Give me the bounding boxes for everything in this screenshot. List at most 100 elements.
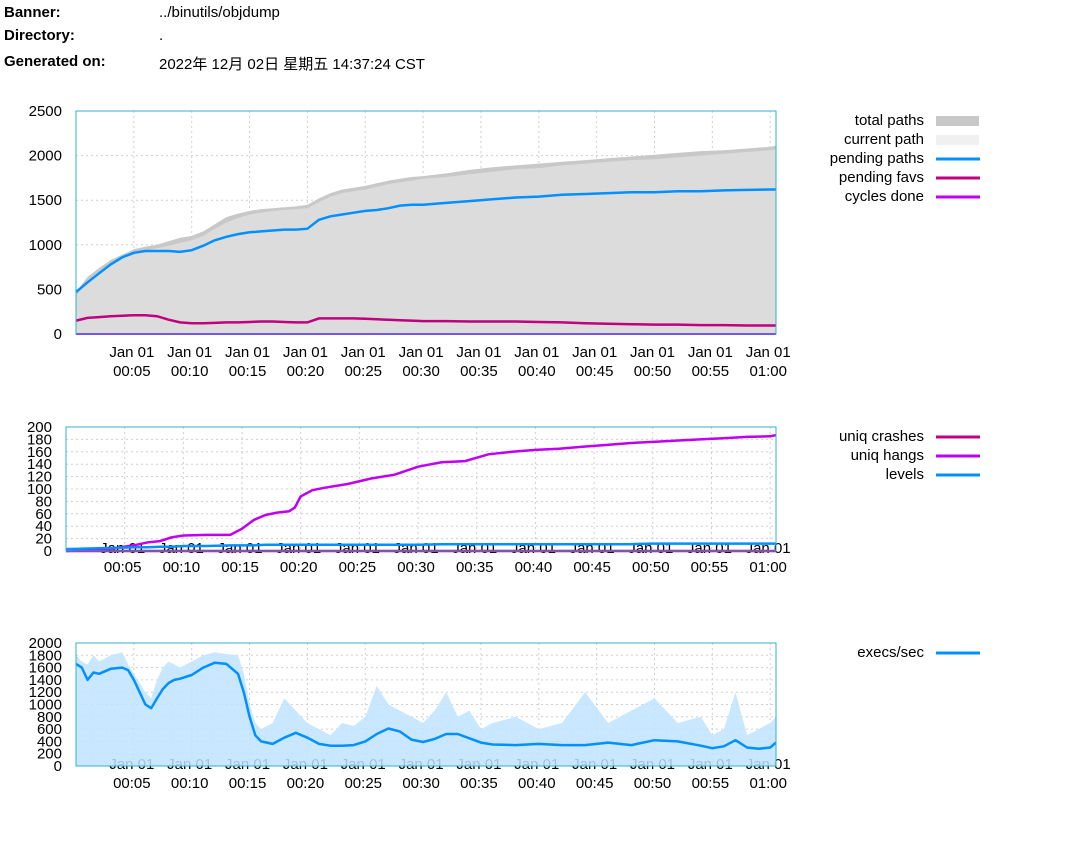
x-tick-label-time: 00:40 (515, 559, 553, 576)
x-tick-label-date: Jan 01 (109, 344, 154, 361)
generated-label: Generated on: (4, 53, 106, 70)
x-tick-label-date: Jan 01 (456, 344, 501, 361)
x-tick-label-date: Jan 01 (746, 344, 791, 361)
x-tick-label-date: Jan 01 (511, 540, 556, 557)
y-tick-label: 200 (37, 746, 62, 763)
y-tick-label: 20 (35, 531, 52, 548)
y-tick-label: 1600 (29, 660, 62, 677)
series-pending-paths (75, 188, 776, 294)
x-tick-label-date: Jan 01 (218, 540, 263, 557)
y-tick-label: 2500 (29, 103, 62, 120)
x-tick-label-time: 00:20 (280, 559, 318, 576)
x-tick-label-time: 00:25 (344, 363, 382, 380)
legend: uniq crashes uniq hangs levels (839, 428, 980, 483)
x-tick-label-time: 00:50 (634, 363, 672, 380)
x-tick-label-time: 01:00 (749, 363, 787, 380)
x-tick-label-time: 00:35 (456, 559, 494, 576)
y-tick-label: 600 (37, 721, 62, 738)
x-tick-label-time: 00:40 (518, 775, 556, 792)
x-tick-label-time: 00:10 (171, 363, 209, 380)
x-tick-label-time: 01:00 (749, 775, 787, 792)
x-tick-label-time: 00:15 (221, 559, 259, 576)
y-tick-label: 0 (54, 758, 62, 775)
x-tick-label-date: Jan 01 (276, 540, 321, 557)
x-tick-label-time: 00:35 (460, 363, 498, 380)
x-tick-label-time: 00:55 (692, 363, 730, 380)
legend-label: levels (886, 466, 924, 483)
x-tick-label-date: Jan 01 (688, 344, 733, 361)
y-tick-label: 1800 (29, 647, 62, 664)
x-tick-label-time: 00:45 (576, 363, 614, 380)
y-tick-label: 2000 (29, 635, 62, 652)
y-tick-label: 40 (35, 518, 52, 535)
legend-label: current path (844, 131, 924, 148)
legend-label: uniq hangs (851, 447, 924, 464)
y-tick-label: 800 (37, 709, 62, 726)
y-tick-label: 60 (35, 506, 52, 523)
x-tick-label-time: 00:10 (163, 559, 201, 576)
y-tick-label: 2000 (29, 148, 62, 165)
x-tick-label-time: 00:35 (460, 775, 498, 792)
y-tick-label: 500 (37, 281, 62, 298)
plot-frame (75, 642, 777, 767)
legend: total paths current path pending paths pend… (830, 112, 980, 205)
legend-swatch (936, 135, 979, 145)
x-tick-label-time: 00:20 (287, 363, 325, 380)
legend-label: uniq crashes (839, 428, 924, 445)
generated-value: 2022年 12月 02日 星期五 14:37:24 CST (159, 56, 425, 73)
series-uniq-hangs (65, 433, 777, 553)
y-tick-label: 1400 (29, 672, 62, 689)
y-tick-label: 1000 (29, 697, 62, 714)
y-tick-label: 200 (27, 419, 52, 436)
y-tick-label: 140 (27, 456, 52, 473)
x-tick-label-time: 00:20 (287, 775, 325, 792)
series-execs-noise (76, 652, 776, 766)
x-tick-label-time: 00:45 (576, 775, 614, 792)
y-tick-label: 120 (27, 469, 52, 486)
series-current-path (76, 149, 776, 334)
x-tick-label-time: 00:25 (339, 559, 377, 576)
x-tick-label-time: 00:05 (104, 559, 142, 576)
x-tick-label-time: 01:00 (749, 559, 787, 576)
x-tick-label-date: Jan 01 (159, 540, 204, 557)
x-tick-label-time: 00:55 (691, 559, 729, 576)
x-tick-label-time: 00:55 (692, 775, 730, 792)
x-tick-label-date: Jan 01 (225, 344, 270, 361)
x-tick-label-date: Jan 01 (167, 344, 212, 361)
x-tick-label-time: 00:50 (634, 775, 672, 792)
series-execs-sec (75, 661, 777, 751)
legend-label: pending favs (839, 169, 924, 186)
x-tick-label-time: 00:10 (171, 775, 209, 792)
x-tick-label-time: 00:05 (113, 775, 151, 792)
y-tick-label: 1200 (29, 684, 62, 701)
directory-label: Directory: (4, 27, 75, 44)
y-tick-label: 400 (37, 733, 62, 750)
legend: execs/sec (857, 644, 980, 661)
x-tick-label-date: Jan 01 (452, 540, 497, 557)
y-tick-label: 1000 (29, 237, 62, 254)
x-tick-label-date: Jan 01 (399, 344, 444, 361)
x-tick-label-date: Jan 01 (630, 344, 675, 361)
x-tick-label-time: 00:40 (518, 363, 556, 380)
x-tick-label-date: Jan 01 (341, 344, 386, 361)
series-pending-favs (75, 314, 776, 327)
directory-value: . (159, 27, 164, 44)
y-tick-label: 0 (54, 326, 62, 343)
x-tick-label-time: 00:05 (113, 363, 151, 380)
x-tick-label-date: Jan 01 (570, 540, 615, 557)
y-tick-label: 0 (44, 543, 52, 560)
x-tick-label-time: 00:15 (229, 363, 267, 380)
chart-1: 0 500 1000 1500 2000 2500 Jan 01 00:05 Jan 01 00:… (29, 103, 980, 380)
series-levels (65, 542, 776, 551)
x-tick-label-time: 00:30 (402, 363, 440, 380)
y-tick-label: 1500 (29, 192, 62, 209)
legend-swatch (936, 116, 979, 126)
x-tick-label-time: 00:50 (632, 559, 670, 576)
banner-label: Banner: (4, 4, 61, 21)
x-tick-label-time: 00:15 (229, 775, 267, 792)
chart-3: 0200400600800100012001400160018002000Jan… (29, 635, 980, 792)
legend-label: pending paths (830, 150, 924, 167)
x-tick-label-date: Jan 01 (283, 344, 328, 361)
plot-frame (75, 110, 777, 335)
